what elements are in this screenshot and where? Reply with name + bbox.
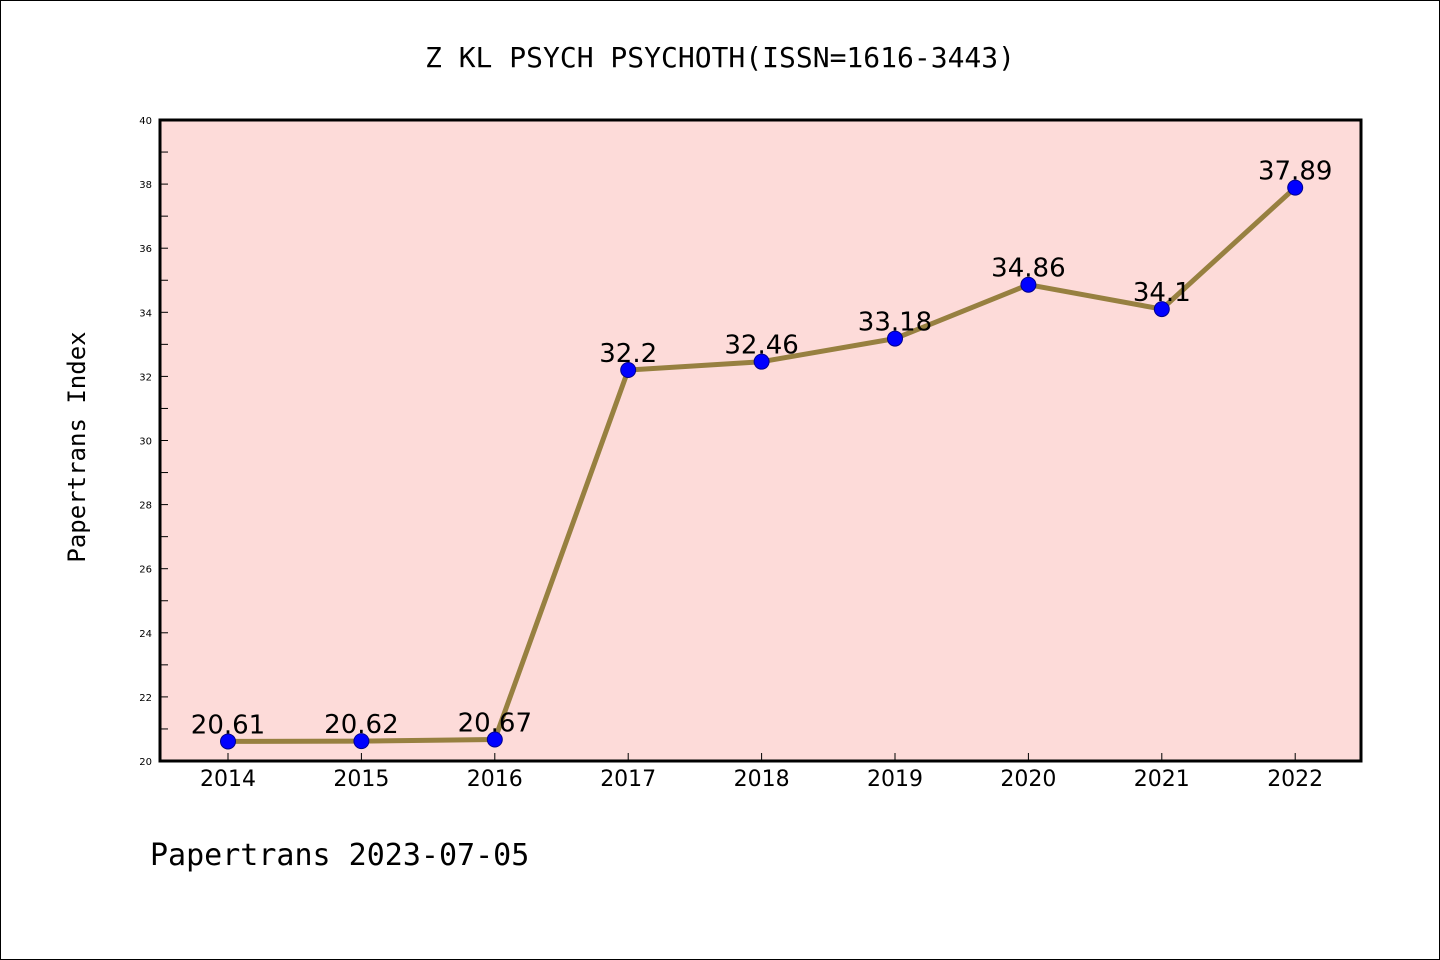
x-tick-label: 2017 [600,767,656,792]
data-label: 20.62 [324,710,398,740]
y-axis-label: Papertrans Index [63,331,91,562]
data-label: 32.2 [599,339,657,369]
data-label: 33.18 [858,308,932,338]
y-tick-label: 38 [139,180,152,191]
y-tick-label: 22 [139,693,152,704]
data-label: 20.61 [191,710,265,740]
y-tick-label: 30 [139,437,152,448]
data-labels: 20.61 20.62 20.67 32.2 32.46 33.18 34.86 34.1 37… [191,157,1333,741]
data-point [486,731,503,748]
x-tick-label: 2014 [200,767,256,792]
data-label: 34.86 [991,254,1065,284]
data-label: 34.1 [1133,278,1191,308]
y-tick-label: 32 [139,372,152,383]
y-tick-label: 28 [139,501,152,512]
data-point [1287,179,1304,196]
x-tick-label: 2018 [734,767,790,792]
data-label: 32.46 [724,331,798,361]
x-tick-label: 2022 [1267,767,1323,792]
x-tick-label: 2019 [867,767,923,792]
plot-area [160,120,1361,761]
data-points [220,179,1304,750]
data-point [220,733,236,750]
y-tick-label: 36 [139,244,152,255]
data-point [353,733,370,750]
x-tick-label: 2021 [1134,767,1190,792]
y-tick-label: 26 [139,565,152,576]
y-tick-label: 20 [139,757,152,768]
y-tick-label: 24 [139,629,152,640]
data-point [1153,301,1170,318]
footer-text: Papertrans 2023-07-05 [150,838,529,873]
data-point [620,361,637,378]
plot-border [158,118,1363,763]
y-tick-label: 40 [139,116,152,127]
y-axis: 20 22 24 26 28 30 32 34 36 38 40 [139,116,168,768]
data-label: 37.89 [1258,157,1332,187]
x-tick-label: 2016 [467,767,523,792]
data-point [1020,276,1037,293]
y-tick-label: 34 [139,308,152,319]
chart-title: Z KL PSYCH PSYCHOTH(ISSN=1616-3443) [425,41,1015,74]
data-label: 20.67 [458,709,532,739]
x-tick-label: 2020 [1000,767,1056,792]
data-point [753,353,770,370]
data-point [887,330,903,347]
x-axis: 2014 2015 2016 2017 2018 2019 2020 2021 2022 [200,753,1323,792]
x-tick-label: 2015 [333,767,389,792]
